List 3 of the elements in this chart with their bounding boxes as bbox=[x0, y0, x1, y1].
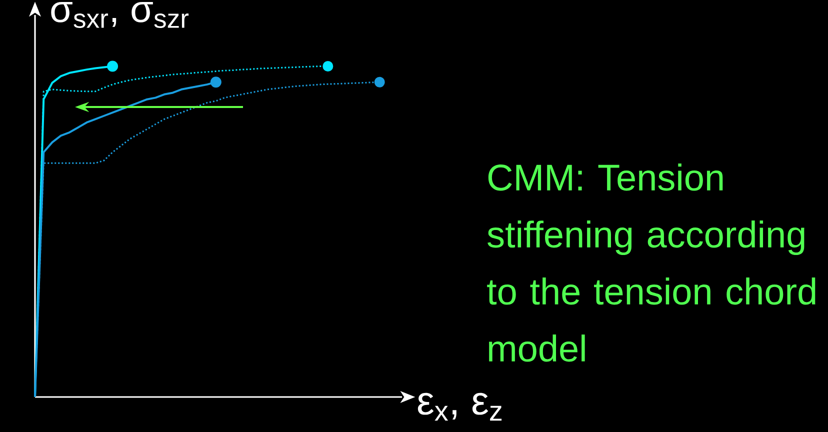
x-axis-title: ε$_{x}$, ε$_{z}$ bbox=[418, 392, 502, 421]
text: CMM: Tension stiffening according to the tension chord model bbox=[487, 164, 816, 362]
y-axis-title: σ$_{sxr}$, σ$_{szr}$ bbox=[51, 2, 189, 28]
